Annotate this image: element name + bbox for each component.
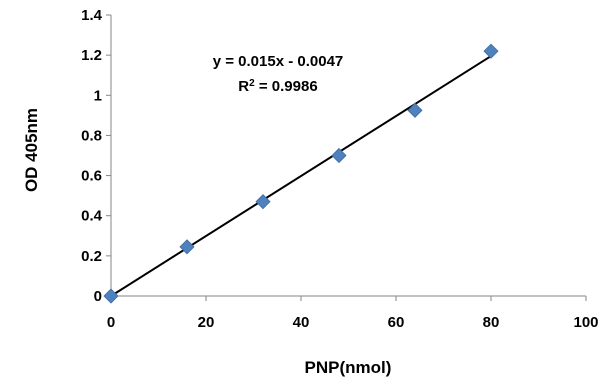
x-tick-label: 0 [107, 314, 115, 331]
y-tick-label: 1.4 [81, 7, 103, 24]
y-tick-label: 0.6 [81, 168, 102, 185]
data-point [103, 288, 119, 304]
x-tick-label: 40 [293, 314, 310, 331]
data-points [103, 43, 499, 304]
data-point [255, 194, 271, 210]
x-tick-label: 80 [483, 314, 500, 331]
y-tick-label: 1.2 [81, 47, 102, 64]
trendline [110, 55, 492, 297]
x-axis-title: PNP(nmol) [305, 358, 392, 377]
data-point [483, 43, 499, 59]
y-tick-label: 0 [94, 288, 102, 305]
r-squared-label: R2 = 0.9986 [238, 78, 317, 96]
trendline-equation: y = 0.015x - 0.0047 [213, 53, 344, 70]
data-point [179, 239, 195, 255]
x-tick-label: 60 [388, 314, 405, 331]
y-axis: 0 0.2 0.4 0.6 0.8 1 1.2 1.4 [81, 7, 112, 305]
y-tick-label: 0.4 [81, 208, 103, 225]
y-tick-label: 0.8 [81, 127, 102, 144]
x-axis: 0 20 40 60 80 100 [107, 295, 599, 331]
data-point [331, 147, 347, 164]
y-tick-label: 1 [94, 87, 102, 104]
y-tick-label: 0.2 [81, 248, 102, 265]
x-tick-label: 20 [198, 314, 215, 331]
r-squared-exponent: 2 [249, 78, 255, 89]
r-squared-value: = 0.9986 [255, 78, 318, 95]
y-axis-title: OD 405nm [22, 108, 41, 192]
data-point [407, 102, 423, 118]
trendline-group [110, 55, 492, 297]
x-tick-label: 100 [573, 314, 598, 331]
r-squared-symbol: R [238, 78, 249, 95]
